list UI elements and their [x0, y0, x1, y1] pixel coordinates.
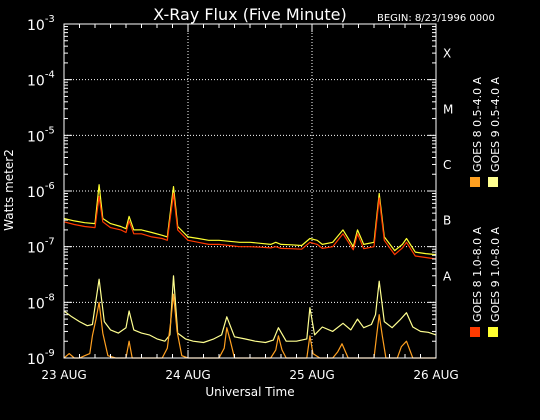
- legend-swatch: [488, 177, 498, 187]
- legend-label: GOES 9 1.0-8.0 A: [489, 226, 502, 322]
- x-tick-label: 26 AUG: [413, 368, 458, 382]
- legend-label: GOES 9 0.5-4.0 A: [489, 76, 502, 172]
- x-axis-label: Universal Time: [205, 385, 294, 399]
- series-line: [63, 192, 437, 260]
- legend-swatch: [488, 327, 498, 337]
- legend-label: GOES 8 0.5-4.0 A: [471, 76, 484, 172]
- x-tick-label: 25 AUG: [289, 368, 334, 382]
- y-tick-exponent: -8: [45, 292, 55, 303]
- y-tick-exponent: -6: [45, 181, 55, 192]
- series-line: [63, 275, 437, 344]
- y-tick-exponent: -4: [45, 70, 55, 81]
- legend-swatch: [470, 327, 480, 337]
- flare-class-label: X: [443, 47, 451, 61]
- flare-class-label: M: [443, 102, 453, 116]
- flare-class-label: C: [443, 158, 451, 172]
- chart-title: X-Ray Flux (Five Minute): [153, 5, 346, 24]
- flare-class-label: B: [443, 214, 451, 228]
- x-tick-label: 24 AUG: [165, 368, 210, 382]
- begin-label: BEGIN: 8/23/1996 0000: [377, 13, 495, 24]
- y-tick-exponent: -5: [45, 125, 55, 136]
- legend-label: GOES 8 1.0-8.0 A: [471, 226, 484, 322]
- y-tick-exponent: -3: [45, 14, 55, 25]
- legend-swatch: [470, 177, 480, 187]
- axis-ticks: 10-910-810-710-610-510-410-323 AUG 24 AUG…: [27, 14, 459, 382]
- y-tick-exponent: -9: [45, 348, 55, 359]
- y-axis-label: Watts meter2: [2, 149, 16, 231]
- legend: GOES 8 1.0-8.0 A GOES 8 0.5-4.0 A GOES 9 1…: [470, 76, 502, 337]
- flare-class-label: A: [443, 269, 452, 283]
- x-tick-label: 23 AUG: [41, 368, 86, 382]
- y-tick-exponent: -7: [45, 237, 55, 248]
